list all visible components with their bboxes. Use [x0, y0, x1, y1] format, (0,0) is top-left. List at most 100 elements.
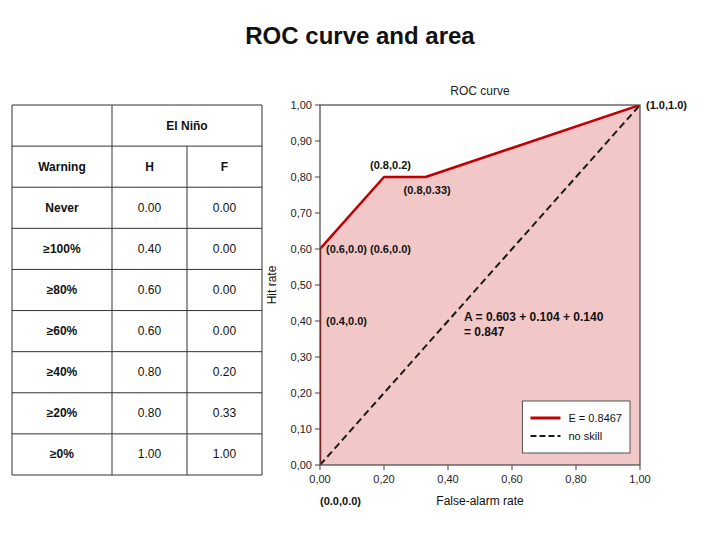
table-rule [12, 187, 262, 188]
legend-swatch [530, 435, 560, 437]
table-cell: 1.00 [213, 447, 237, 461]
table-rule [12, 475, 262, 476]
table-cell: 0.00 [213, 283, 237, 297]
table-cell: 0.80 [138, 406, 162, 420]
roc-line [320, 105, 640, 465]
table-column-header: F [221, 160, 228, 174]
table-rule [12, 433, 262, 434]
annotation: A = 0.603 + 0.104 + 0.140= 0.847 [464, 310, 604, 339]
annotation: (0.0,0.0) [320, 495, 361, 507]
table-cell: 0.00 [138, 201, 162, 215]
table-row-header: ≥80% [47, 283, 78, 297]
y-tick-label: 0,30 [291, 351, 312, 363]
table-rule [12, 105, 13, 475]
x-tick [512, 465, 513, 470]
y-tick [315, 465, 320, 466]
table-rule [187, 146, 188, 475]
y-tick [315, 393, 320, 394]
y-tick-label: 1,00 [291, 99, 312, 111]
x-tick [576, 465, 577, 470]
table-rule [12, 105, 262, 106]
y-tick-label: 0,70 [291, 207, 312, 219]
table-row-header: ≥60% [47, 324, 78, 338]
y-tick [315, 285, 320, 286]
plot-data [320, 105, 640, 465]
table-cell: 0.20 [213, 365, 237, 379]
text-line: A = 0.603 + 0.104 + 0.140 [464, 310, 604, 324]
table-rule [262, 105, 263, 475]
subtitle: ROC curve [450, 84, 510, 98]
x-tick-label: 0,60 [501, 473, 522, 485]
annotation: (0.8,0.2) [370, 159, 411, 171]
y-tick-label: 0,20 [291, 387, 312, 399]
annotation: (1.0,1.0) [646, 99, 687, 111]
table-cell: 0.00 [213, 242, 237, 256]
annotation: (0.4,0.0) [326, 315, 367, 327]
table-row-header: ≥40% [47, 365, 78, 379]
y-axis-label: Hit rate [265, 265, 279, 304]
x-tick-label: 0,80 [565, 473, 586, 485]
y-tick [315, 429, 320, 430]
y-tick [315, 177, 320, 178]
table-rule [12, 146, 262, 147]
y-tick [315, 141, 320, 142]
x-tick [640, 465, 641, 470]
legend-label: no skill [568, 430, 602, 442]
table-group-header: El Niño [166, 119, 207, 133]
y-tick [315, 249, 320, 250]
table-rule [12, 310, 262, 311]
x-tick [384, 465, 385, 470]
legend-swatch [530, 417, 560, 420]
x-tick-label: 0,40 [437, 473, 458, 485]
table-rule [112, 105, 113, 475]
axes: 0,00 0,20 0,40 0,60 0,80 1,00 0,00 0,10 0,20 0,30… [291, 99, 651, 485]
x-tick [448, 465, 449, 470]
table-cell: 0.60 [138, 324, 162, 338]
table-row-header: ≥0% [50, 447, 74, 461]
y-tick [315, 105, 320, 106]
plot-frame [320, 105, 640, 465]
table-row-header: Never [45, 201, 79, 215]
y-tick [315, 357, 320, 358]
legend: E = 0.8467 no skill [522, 401, 630, 453]
table: El Niño Warning H F Never 0.00 0.00 ≥100% 0.40 0.… [12, 105, 262, 475]
table-cell: 0.60 [138, 283, 162, 297]
table-rule [12, 228, 262, 229]
x-tick [320, 465, 321, 470]
table-column-header: H [145, 160, 154, 174]
table-column-header: Warning [38, 160, 86, 174]
table-cell: 0.00 [213, 201, 237, 215]
table-rule [12, 351, 262, 352]
y-tick [315, 321, 320, 322]
x-tick-label: 1,00 [629, 473, 650, 485]
table-row-header: ≥100% [43, 242, 81, 256]
annotation: (0.6,0.0) (0.6,0.0) [326, 243, 411, 255]
y-tick-label: 0,40 [291, 315, 312, 327]
area [320, 105, 640, 465]
y-tick-label: 0,10 [291, 423, 312, 435]
table-rule [12, 392, 262, 393]
table-cell: 0.33 [213, 406, 237, 420]
table-cell: 0.00 [213, 324, 237, 338]
y-tick-label: 0,50 [291, 279, 312, 291]
text-line: = 0.847 [464, 325, 505, 339]
table-rule [12, 269, 262, 270]
y-tick-label: 0,60 [291, 243, 312, 255]
annotation: (0.8,0.33) [404, 184, 451, 196]
table-row-header: ≥20% [47, 406, 78, 420]
title: ROC curve and area [245, 22, 475, 49]
y-tick-label: 0,80 [291, 171, 312, 183]
chart-canvas: El Niño Warning H F Never 0.00 0.00 ≥100% 0.40 0.… [0, 0, 720, 540]
legend-label: E = 0.8467 [568, 412, 622, 424]
legend-box [522, 401, 630, 453]
table-cell: 1.00 [138, 447, 162, 461]
y-tick [315, 213, 320, 214]
y-tick-label: 0,90 [291, 135, 312, 147]
x-axis-label: False-alarm rate [436, 494, 524, 508]
y-tick-label: 0,00 [291, 459, 312, 471]
x-tick-label: 0,00 [309, 473, 330, 485]
table-cell: 0.40 [138, 242, 162, 256]
reference-line [320, 105, 640, 465]
x-tick-label: 0,20 [373, 473, 394, 485]
table-cell: 0.80 [138, 365, 162, 379]
